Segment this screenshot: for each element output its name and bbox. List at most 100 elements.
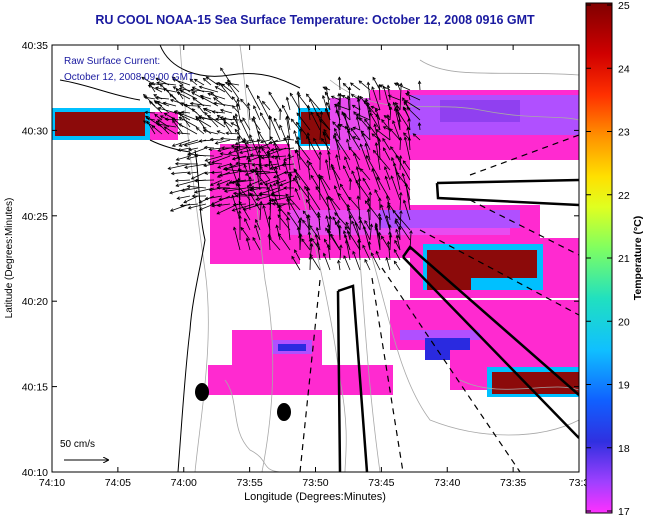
current-vector-head xyxy=(195,117,200,122)
current-vector-head xyxy=(197,104,201,109)
current-vectors xyxy=(141,67,422,271)
current-vector xyxy=(392,120,401,141)
current-vector-head xyxy=(155,77,160,81)
current-vector-head xyxy=(190,88,195,92)
current-vector xyxy=(308,231,311,241)
current-vector-head xyxy=(335,109,339,114)
current-vector-head xyxy=(330,233,334,238)
current-vector xyxy=(262,101,271,111)
current-vector-head xyxy=(256,95,261,99)
current-vector-head xyxy=(177,148,182,152)
x-tick-label: 73:3 xyxy=(569,477,590,489)
current-vector-head xyxy=(306,132,311,136)
current-vector-head xyxy=(219,108,224,113)
current-vector xyxy=(259,179,271,185)
current-vector xyxy=(156,82,177,86)
current-vector-head xyxy=(237,182,241,187)
current-vector xyxy=(276,225,281,241)
current-vector-head xyxy=(174,178,179,183)
current-vector xyxy=(248,179,263,186)
current-vector-head xyxy=(179,89,184,94)
current-vector xyxy=(235,139,247,145)
current-vector-head xyxy=(273,174,277,179)
y-axis: 40:35 40:30 40:25 40:20 40:15 40:10 xyxy=(22,40,579,479)
current-vector xyxy=(268,236,281,251)
contour-line xyxy=(179,45,209,472)
current-vector xyxy=(384,166,391,181)
current-vector xyxy=(364,259,371,271)
current-vector xyxy=(289,93,301,111)
current-vector-head xyxy=(380,204,384,208)
current-vector-head xyxy=(245,141,249,145)
current-vector-head xyxy=(371,133,376,137)
current-vector-head xyxy=(336,123,341,128)
current-vector xyxy=(146,120,156,135)
current-vector xyxy=(336,110,341,121)
current-vector-head xyxy=(157,106,162,111)
current-vector xyxy=(220,137,239,141)
current-vector-head xyxy=(203,163,207,168)
current-vector-head xyxy=(198,207,203,211)
current-vector xyxy=(418,122,421,131)
current-vector xyxy=(340,184,351,201)
current-vector xyxy=(175,179,191,182)
current-vector xyxy=(375,224,381,251)
current-vector xyxy=(338,77,341,91)
current-vector-head xyxy=(183,199,188,204)
traffic-lane-dashes xyxy=(299,134,579,472)
current-vector-head xyxy=(321,94,326,99)
current-vector xyxy=(171,171,191,175)
current-vector-head xyxy=(294,187,298,192)
current-vector-head xyxy=(183,143,188,147)
current-vector-head xyxy=(357,238,361,243)
current-vector-head xyxy=(403,132,407,136)
current-vector-head xyxy=(405,92,409,97)
current-vector-head xyxy=(211,110,216,114)
y-tick-label: 40:25 xyxy=(22,211,48,223)
current-vector-head xyxy=(148,100,153,105)
current-vector-head xyxy=(377,231,382,236)
current-vector xyxy=(309,98,321,121)
current-vector-head xyxy=(234,113,238,117)
current-vector xyxy=(250,187,261,201)
current-vector xyxy=(332,121,341,131)
current-vector-head xyxy=(216,211,221,215)
current-vector-head xyxy=(352,250,356,255)
current-vector-head xyxy=(144,115,149,120)
current-vector xyxy=(211,155,231,164)
current-vector-head xyxy=(283,170,288,175)
current-vector-head xyxy=(234,141,239,146)
current-vector-head xyxy=(381,119,385,123)
current-vector xyxy=(320,175,331,191)
chart-title: RU COOL NOAA-15 Sea Surface Temperature:… xyxy=(95,13,535,27)
current-vector xyxy=(394,240,401,251)
current-vector-head xyxy=(372,76,376,81)
current-vector xyxy=(259,201,262,221)
current-vector xyxy=(349,87,351,111)
current-vector-head xyxy=(332,216,336,221)
current-vector-head xyxy=(337,76,342,81)
current-vector xyxy=(387,85,391,101)
current-vector-head xyxy=(270,155,275,159)
current-vector-head xyxy=(322,131,326,136)
current-vector-head xyxy=(230,180,235,185)
current-vector xyxy=(371,133,381,141)
current-vector-head xyxy=(251,117,255,122)
current-vector-head xyxy=(169,190,173,195)
current-vector xyxy=(381,119,391,131)
current-vector xyxy=(355,180,371,201)
current-vector xyxy=(390,146,401,161)
current-vector-head xyxy=(275,224,279,229)
current-vector-head xyxy=(323,238,328,243)
current-vector xyxy=(283,161,291,181)
current-vector xyxy=(244,218,251,231)
current-vector-head xyxy=(283,186,287,190)
current-vector-head xyxy=(186,171,191,175)
current-vector xyxy=(194,179,215,182)
current-vector-head xyxy=(305,214,310,219)
current-vector xyxy=(253,105,261,121)
current-vector xyxy=(217,115,233,128)
current-vector xyxy=(322,95,331,121)
current-vector-head xyxy=(350,127,354,132)
current-vector-head xyxy=(406,126,410,131)
